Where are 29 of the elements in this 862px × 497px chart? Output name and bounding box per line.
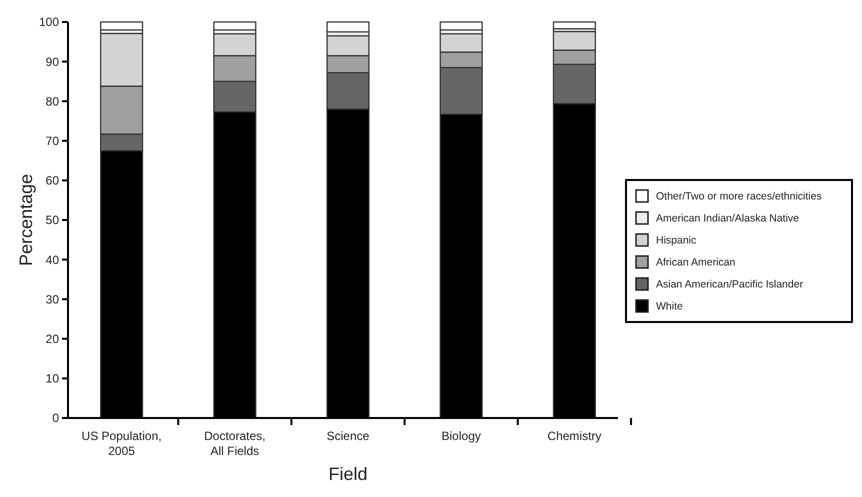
- x-axis-title: Field: [328, 464, 368, 484]
- y-tick-label: 80: [46, 94, 60, 108]
- y-tick-label: 70: [46, 134, 60, 148]
- y-tick-label: 30: [46, 292, 60, 306]
- x-tick-label: US Population, 2005: [82, 429, 162, 458]
- text: Other/Two or more races/ethnicities: [656, 190, 822, 203]
- legend-label: Asian American/Pacific Islander: [656, 278, 804, 291]
- x-tick-label: Science: [326, 429, 370, 443]
- x-tick-label: Chemistry: [547, 429, 602, 443]
- bar: [213, 21, 256, 31]
- y-tick-label: 10: [46, 372, 60, 386]
- y-tick-label: 90: [46, 54, 60, 69]
- y-tick-label: 0: [52, 411, 60, 426]
- legend-label: African American: [656, 256, 736, 269]
- legend-label: White: [656, 300, 683, 313]
- y-tick-label: 50: [46, 213, 60, 228]
- x-tick-label: Doctorates, All Fields: [204, 429, 266, 458]
- y-tick-label: 60: [46, 174, 60, 188]
- y-tick-label: 100: [38, 15, 60, 30]
- bar: [326, 21, 370, 32]
- legend-label: Hispanic: [656, 234, 696, 247]
- legend-label: American Indian/Alaska Native: [656, 212, 800, 225]
- y-axis-title: Percentage: [16, 174, 36, 266]
- bar: [552, 21, 596, 30]
- bar: [100, 21, 144, 31]
- y-tick-label: 20: [46, 332, 60, 346]
- x-tick-label: Biology: [442, 429, 481, 443]
- y-tick-label: 40: [46, 252, 60, 267]
- bar: [440, 21, 483, 31]
